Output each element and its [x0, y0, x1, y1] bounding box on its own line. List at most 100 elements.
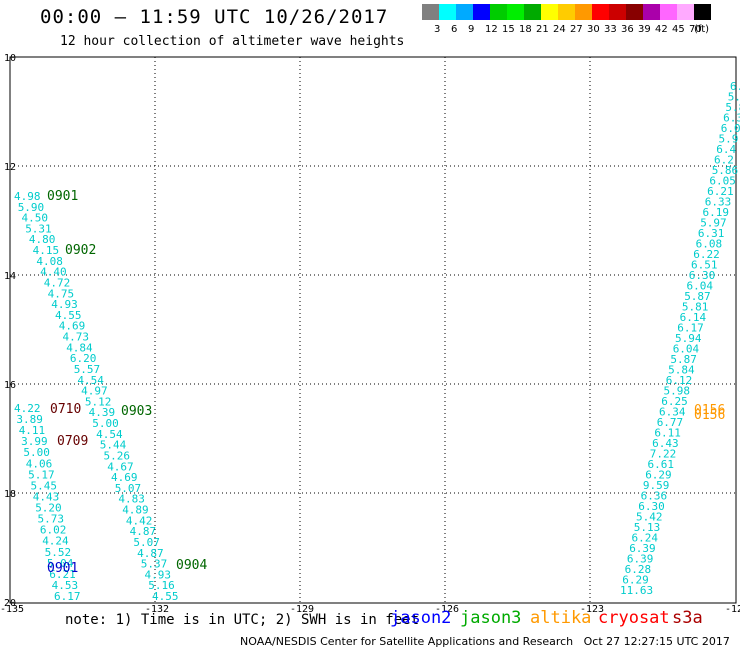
wave-height-label: 6.22 — [693, 248, 720, 261]
legend-swatch — [507, 4, 524, 20]
legend-tick-label: 21 — [536, 24, 549, 35]
wave-height-label: 5.90 — [18, 201, 45, 214]
wave-height-label: 6.3 — [723, 112, 740, 125]
legend-swatch — [558, 4, 575, 20]
lon-tick-label: -123 — [580, 604, 604, 615]
time-label: 0901 — [47, 561, 78, 576]
wave-height-label: 6.29 — [645, 469, 672, 482]
wave-height-label: 5.04 — [47, 557, 74, 570]
wave-height-label: 5.81 — [682, 301, 709, 314]
wave-height-label: 6.31 — [698, 227, 725, 240]
wave-height-label: 5.44 — [100, 439, 127, 452]
satellite-tracks: 4.985.904.505.314.804.154.084.404.724.75… — [14, 80, 740, 603]
wave-height-label: 4.98 — [14, 190, 41, 203]
wave-height-label: 5.00 — [23, 446, 50, 459]
wave-height-label: 6.34 — [659, 406, 686, 419]
map-title: 00:00 — 11:59 UTC 10/26/2017 — [40, 6, 389, 28]
lat-tick-label: 10 — [4, 53, 16, 64]
wave-height-label: 6.04 — [673, 343, 700, 356]
wave-height-label: 6.21 — [707, 185, 734, 198]
wave-height-label: 6.24 — [632, 532, 659, 545]
wave-height-label: 4.89 — [122, 504, 149, 517]
wave-height-label: 6.20 — [70, 352, 97, 365]
legend-tick-label: 45 — [672, 24, 685, 35]
legend-tick-label: 27 — [570, 24, 583, 35]
wave-height-label: 5.07 — [115, 482, 142, 495]
wave-height-label: 5.86 — [712, 164, 739, 177]
wave-height-label: 7.22 — [650, 448, 677, 461]
legend-swatch — [490, 4, 507, 20]
lat-tick-label: 12 — [4, 162, 16, 173]
wave-height-label: 6.33 — [705, 196, 732, 209]
wave-height-label: 6.36 — [641, 490, 668, 503]
wave-height-label: 5.31 — [25, 222, 52, 235]
wave-height-label: 4.83 — [118, 493, 144, 506]
wave-height-label: 5.57 — [74, 363, 101, 376]
lat-tick-label: 14 — [4, 271, 16, 282]
wave-height-label: 4.50 — [22, 212, 49, 225]
wave-height-label: 6.14 — [680, 311, 707, 324]
wave-height-label: 5.8 — [725, 101, 740, 114]
wave-height-label: 5.73 — [38, 513, 65, 526]
legend-tick-label: 3 — [434, 24, 441, 35]
wave-height-label: 3.89 — [16, 413, 43, 426]
wave-height-label: 6.29 — [622, 574, 649, 587]
wave-height-label: 5.45 — [31, 479, 58, 492]
legend-tick-label: 42 — [655, 24, 668, 35]
units-note: note: 1) Time is in UTC; 2) SWH is in fe… — [65, 612, 420, 628]
time-label: 0710 — [50, 402, 81, 417]
legend-tick-label: 18 — [519, 24, 532, 35]
wave-height-label: 4.87 — [130, 525, 157, 538]
wave-height-label: 6.30 — [638, 500, 665, 513]
wave-height-label: 4.55 — [55, 309, 82, 322]
lon-tick-label: -129 — [290, 604, 314, 615]
wave-height-label: 5.20 — [35, 502, 62, 515]
wave-height-label: 4.93 — [51, 298, 78, 311]
wave-height-label: 4.42 — [126, 514, 152, 527]
legend-swatch — [456, 4, 473, 20]
map-grid — [10, 57, 736, 603]
lat-tick-label: 18 — [4, 489, 16, 500]
wave-height-label: 5.87 — [670, 353, 697, 366]
wave-height-label: 5.00 — [92, 417, 119, 430]
wave-height-label: 4.39 — [89, 406, 116, 419]
wave-height-label: 6.19 — [703, 206, 730, 219]
wave-height-label: 4.69 — [59, 320, 86, 333]
wave-height-label: 6.21 — [49, 568, 76, 581]
time-label: 0904 — [176, 558, 207, 573]
wave-height-label: 6.51 — [691, 259, 718, 272]
legend-tick-label: 39 — [638, 24, 651, 35]
wave-height-label: 4.67 — [107, 460, 134, 473]
wave-height-label: 5.9 — [719, 133, 739, 146]
map-frame — [9, 56, 737, 604]
wave-height-label: 9.59 — [643, 479, 670, 492]
wave-height-label: 5.5 — [728, 91, 740, 104]
map-subtitle: 12 hour collection of altimeter wave hei… — [60, 34, 405, 49]
wave-height-label: 6.05 — [709, 175, 736, 188]
wave-height-label: 5.94 — [675, 332, 702, 345]
wave-height-label: 6.17 — [677, 322, 704, 335]
legend-tick-label: 33 — [604, 24, 617, 35]
time-label: 0903 — [121, 404, 152, 419]
time-label: 0902 — [65, 243, 96, 258]
wave-height-label: 5.16 — [148, 579, 175, 592]
wave-height-label: 4.80 — [29, 233, 56, 246]
legend-tick-label: 36 — [621, 24, 634, 35]
wave-height-label: 5.42 — [636, 511, 663, 524]
satellite-name: s3a — [672, 608, 703, 628]
wave-height-label: 4.97 — [81, 385, 108, 398]
wave-height-label: 6.2 — [714, 154, 734, 167]
legend-tick-label: 9 — [468, 24, 475, 35]
legend-swatch — [694, 4, 711, 20]
legend-tick-label: 24 — [553, 24, 566, 35]
wave-height-label: 4.54 — [96, 428, 123, 441]
wave-height-label: 4.15 — [33, 244, 60, 257]
wave-height-label: 6.28 — [625, 563, 652, 576]
wave-height-label: 4.22 — [14, 402, 41, 415]
wave-height-label: 6.77 — [657, 416, 684, 429]
wave-height-label: 4.87 — [137, 547, 164, 560]
legend-swatch — [575, 4, 592, 20]
wave-height-label: 5.97 — [700, 217, 727, 230]
lat-tick-label: 20 — [4, 598, 16, 609]
